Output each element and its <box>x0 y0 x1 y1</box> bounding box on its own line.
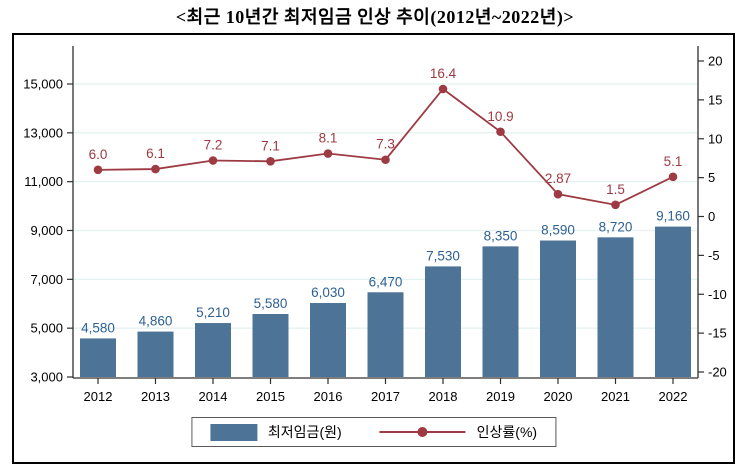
rate-marker-2014 <box>208 156 218 165</box>
rate-label-2015: 7.1 <box>261 138 280 153</box>
rate-marker-2020 <box>553 189 563 199</box>
right-tick-label: 20 <box>708 54 722 69</box>
rate-marker-2016 <box>323 149 333 158</box>
left-tick-label: 13,000 <box>23 125 63 140</box>
rate-label-2021: 1.5 <box>606 182 625 197</box>
bar-2013 <box>137 331 174 377</box>
bar-2017 <box>367 292 404 377</box>
rate-label-2013: 6.1 <box>146 146 165 161</box>
rate-marker-2012 <box>93 165 103 175</box>
rate-marker-2021 <box>611 200 620 210</box>
x-tick-label-2020: 2020 <box>544 389 573 404</box>
bar-label-2019: 8,350 <box>484 228 518 243</box>
bar-2014 <box>195 323 231 377</box>
bar-2021 <box>597 237 634 377</box>
bar-2019 <box>482 246 519 377</box>
chart-svg: 3,000 5,000 7,000 9,000 11,000 13,000 15,000 20… <box>23 46 727 404</box>
right-tick-label: -10 <box>708 287 727 302</box>
left-tick-label: 3,000 <box>30 370 63 385</box>
legend-line-marker <box>417 427 428 437</box>
x-tick-label-2013: 2013 <box>141 389 170 404</box>
x-tick-label-2016: 2016 <box>314 389 343 404</box>
chart-legend: 최저임금(원) 인상률(%) <box>190 417 557 447</box>
bar-label-2012: 4,580 <box>81 320 115 335</box>
x-tick-label-2019: 2019 <box>486 389 515 404</box>
bar-2016 <box>310 303 346 377</box>
bar-label-2021: 8,720 <box>599 219 633 234</box>
x-tick-label-2012: 2012 <box>84 389 113 404</box>
rate-marker-2019 <box>496 127 505 137</box>
left-tick-label: 9,000 <box>30 223 63 238</box>
bar-label-2014: 5,210 <box>196 305 230 320</box>
bar-2018 <box>425 266 461 377</box>
rate-label-2017: 7.3 <box>376 137 395 152</box>
rate-marker-2018 <box>438 84 448 94</box>
x-tick-label-2017: 2017 <box>371 389 400 404</box>
chart-frame: 3,000 5,000 7,000 9,000 11,000 13,000 15,000 20… <box>12 33 735 464</box>
rate-label-2020: 2.87 <box>545 171 571 186</box>
bar-label-2013: 4,860 <box>139 314 173 329</box>
rate-marker-2017 <box>381 155 390 165</box>
right-tick-label: -5 <box>708 248 720 263</box>
bar-2015 <box>252 314 289 377</box>
bar-2022 <box>655 226 691 377</box>
rate-label-2018: 16.4 <box>430 66 457 81</box>
legend-line-swatch <box>379 427 466 437</box>
right-tick-label: 0 <box>708 209 715 224</box>
legend-bar-swatch <box>209 423 257 441</box>
rate-label-2012: 6.0 <box>89 147 108 162</box>
x-tick-label-2021: 2021 <box>601 389 630 404</box>
bar-label-2020: 8,590 <box>541 223 575 238</box>
right-tick-label: 10 <box>708 131 722 146</box>
x-tick-label-2014: 2014 <box>199 389 228 404</box>
bar-label-2015: 5,580 <box>254 296 288 311</box>
chart-title: <최근 10년간 최저임금 인상 추이(2012년~2022년)> <box>175 7 575 27</box>
x-tick-label-2015: 2015 <box>256 389 285 404</box>
legend-bar-label: 최저임금(원) <box>267 424 342 440</box>
bar-2020 <box>540 240 576 377</box>
legend-line-label: 인상률(%) <box>476 424 538 440</box>
left-tick-label: 15,000 <box>23 77 63 92</box>
rate-marker-2015 <box>266 156 275 166</box>
bar-label-2017: 6,470 <box>369 274 403 289</box>
rate-marker-2013 <box>151 164 160 174</box>
bar-2012 <box>80 338 116 377</box>
rate-label-2016: 8.1 <box>319 131 338 146</box>
bar-label-2022: 9,160 <box>656 209 690 224</box>
x-tick-label-2022: 2022 <box>659 389 688 404</box>
rate-label-2022: 5.1 <box>664 154 683 169</box>
bar-label-2016: 6,030 <box>311 285 345 300</box>
bar-label-2018: 7,530 <box>426 248 460 263</box>
rate-label-2014: 7.2 <box>204 138 223 153</box>
left-tick-label: 11,000 <box>24 174 63 189</box>
rate-marker-2022 <box>668 172 678 182</box>
right-tick-label: 5 <box>708 170 715 185</box>
left-tick-label: 5,000 <box>30 321 63 336</box>
rate-label-2019: 10.9 <box>487 109 513 124</box>
x-tick-label-2018: 2018 <box>429 389 458 404</box>
right-tick-label: -15 <box>708 326 727 341</box>
left-tick-label: 7,000 <box>30 272 63 287</box>
right-tick-label: 15 <box>708 92 722 107</box>
right-tick-label: -20 <box>708 365 727 380</box>
